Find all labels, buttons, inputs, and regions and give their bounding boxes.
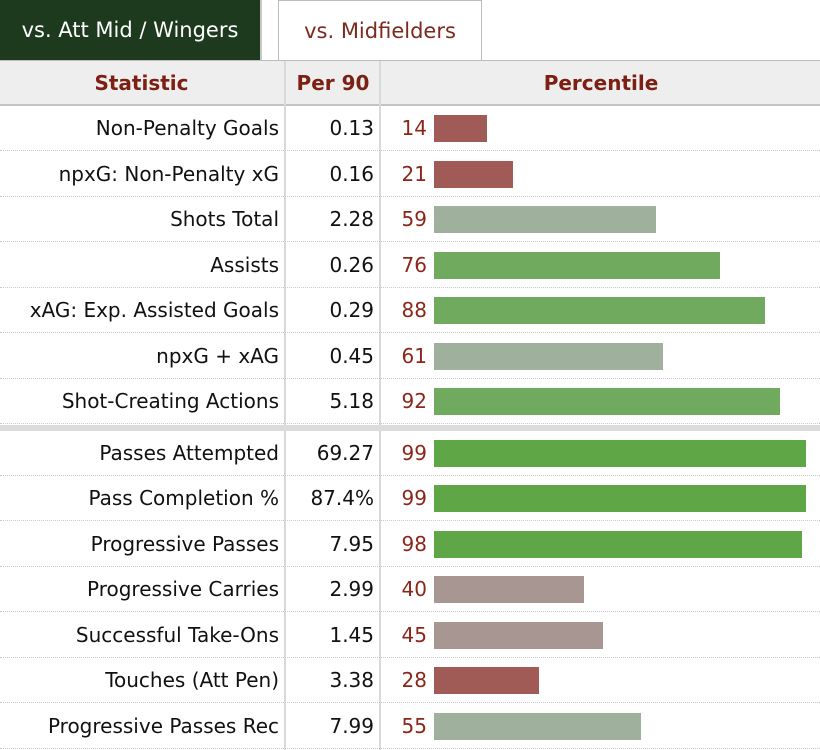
table-row: Non-Penalty Goals 0.13 14 <box>0 106 820 151</box>
per90-value: 3.38 <box>329 668 374 692</box>
comparison-tabs: vs. Att Mid / Wingers vs. Midfielders <box>0 0 820 61</box>
table-row: npxG + xAG 0.45 61 <box>0 334 820 379</box>
percentile-value: 98 <box>401 532 427 556</box>
percentile-value: 59 <box>401 207 427 231</box>
table-row: Shots Total 2.28 59 <box>0 197 820 242</box>
percentile-bar <box>434 388 780 415</box>
per90-value: 7.95 <box>329 532 374 556</box>
percentile-bar <box>434 161 513 188</box>
percentile-bar <box>434 622 603 649</box>
table-row: Progressive Passes 7.95 98 <box>0 522 820 567</box>
column-divider <box>379 61 381 750</box>
percentile-bar <box>434 115 487 142</box>
per90-value: 0.45 <box>329 344 374 368</box>
percentile-value: 21 <box>401 162 427 186</box>
table-row: Assists 0.26 76 <box>0 243 820 288</box>
table-row: Shot-Creating Actions 5.18 92 <box>0 379 820 424</box>
stat-name: Pass Completion % <box>88 486 279 510</box>
percentile-bar <box>434 297 765 324</box>
percentile-value: 45 <box>401 623 427 647</box>
stat-name: Progressive Passes Rec <box>47 714 279 738</box>
percentile-bar <box>434 667 539 694</box>
per90-value: 0.29 <box>329 298 374 322</box>
tab-att-mid-wingers[interactable]: vs. Att Mid / Wingers <box>0 0 262 60</box>
table-row: npxG: Non-Penalty xG 0.16 21 <box>0 152 820 197</box>
percentile-bar <box>434 343 663 370</box>
percentile-value: 76 <box>401 253 427 277</box>
table-row: Pass Completion % 87.4% 99 <box>0 476 820 521</box>
stat-name: Touches (Att Pen) <box>105 668 279 692</box>
percentile-bar <box>434 252 720 279</box>
per90-value: 5.18 <box>329 389 374 413</box>
stat-name: Assists <box>210 253 279 277</box>
table-header: Statistic Per 90 Percentile <box>0 61 820 106</box>
tabs-divider <box>0 60 820 61</box>
column-header-statistic: Statistic <box>94 70 189 95</box>
per90-value: 2.28 <box>329 207 374 231</box>
tab-midfielders[interactable]: vs. Midfielders <box>278 0 482 60</box>
per90-value: 69.27 <box>316 441 374 465</box>
column-divider <box>284 61 286 750</box>
percentile-value: 55 <box>401 714 427 738</box>
table-row: Progressive Passes Rec 7.99 55 <box>0 704 820 749</box>
percentile-value: 61 <box>401 344 427 368</box>
stat-name: Progressive Carries <box>86 577 279 601</box>
table-row: Touches (Att Pen) 3.38 28 <box>0 658 820 703</box>
table-row: Progressive Carries 2.99 40 <box>0 567 820 612</box>
per90-value: 1.45 <box>329 623 374 647</box>
per90-value: 7.99 <box>329 714 374 738</box>
percentile-value: 99 <box>401 441 427 465</box>
stat-name: Non-Penalty Goals <box>95 116 279 140</box>
percentile-value: 40 <box>401 577 427 601</box>
stat-name: Progressive Passes <box>90 532 279 556</box>
table-row: xAG: Exp. Assisted Goals 0.29 88 <box>0 288 820 333</box>
percentile-bar <box>434 440 806 467</box>
column-header-per90: Per 90 <box>296 70 370 95</box>
stat-name: xAG: Exp. Assisted Goals <box>29 298 279 322</box>
stat-name: Successful Take-Ons <box>75 623 279 647</box>
group-separator <box>0 424 820 431</box>
percentile-bar <box>434 206 656 233</box>
table-row: Successful Take-Ons 1.45 45 <box>0 613 820 658</box>
per90-value: 2.99 <box>329 577 374 601</box>
percentile-bar <box>434 531 802 558</box>
percentile-value: 99 <box>401 486 427 510</box>
table-row: Passes Attempted 69.27 99 <box>0 431 820 476</box>
percentile-bar <box>434 713 641 740</box>
per90-value: 87.4% <box>310 486 374 510</box>
percentile-value: 88 <box>401 298 427 322</box>
stat-name: Passes Attempted <box>99 441 279 465</box>
stat-name: Shots Total <box>170 207 279 231</box>
per90-value: 0.26 <box>329 253 374 277</box>
percentile-value: 28 <box>401 668 427 692</box>
per90-value: 0.13 <box>329 116 374 140</box>
stat-name: npxG + xAG <box>156 344 279 368</box>
percentile-bar <box>434 485 806 512</box>
per90-value: 0.16 <box>329 162 374 186</box>
percentile-value: 14 <box>401 116 427 140</box>
column-header-percentile: Percentile <box>543 70 659 95</box>
stat-name: Shot-Creating Actions <box>61 389 279 413</box>
percentile-bar <box>434 576 584 603</box>
stat-name: npxG: Non-Penalty xG <box>58 162 279 186</box>
percentile-value: 92 <box>401 389 427 413</box>
